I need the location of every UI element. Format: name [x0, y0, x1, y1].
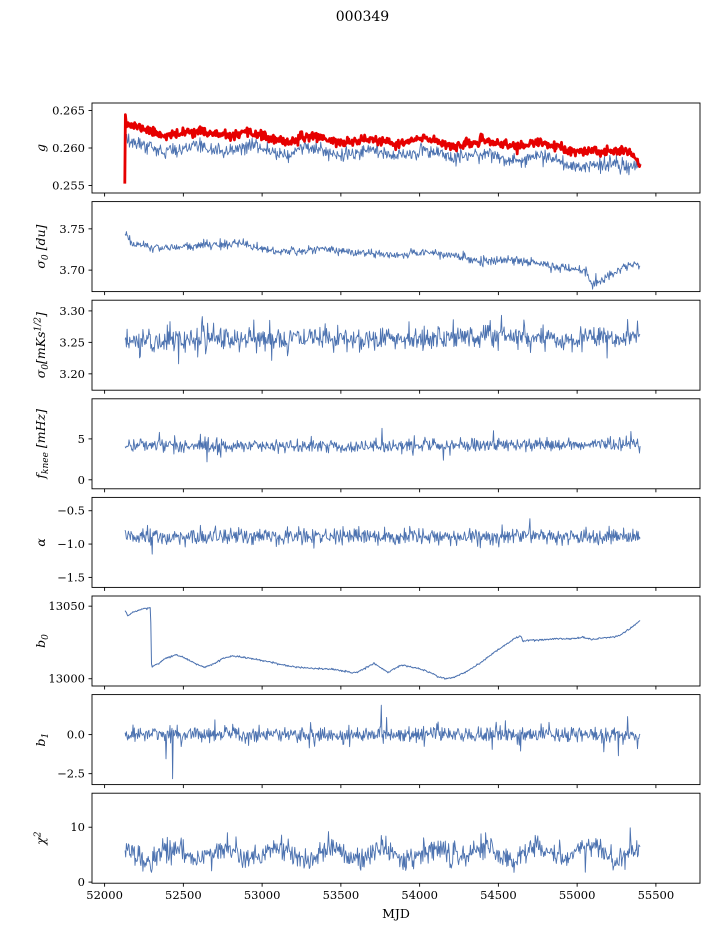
y-tick-label: −1.0	[57, 537, 85, 551]
series-b0	[124, 607, 641, 680]
x-tick-label: 55000	[559, 888, 596, 902]
y-tick-label: 3.30	[59, 304, 85, 318]
y-axis-label-b1: b1	[33, 733, 51, 747]
x-tick-label: 53000	[244, 888, 281, 902]
panel-fknee: 0 5 fknee [mHz]	[33, 398, 701, 493]
series-b1	[124, 704, 641, 780]
y-axis-label-sigma0-du: σ0 [du]	[33, 224, 51, 268]
x-tick-label: 55500	[638, 888, 675, 902]
series-g-fit-red	[123, 113, 642, 184]
y-tick-label: 0.265	[52, 104, 85, 118]
panel-frame	[91, 496, 701, 588]
y-tick-label: −1.5	[57, 570, 85, 584]
panel-b1: −2.5 0.0 b1	[33, 694, 701, 789]
y-tick-label: 10	[70, 820, 85, 834]
y-axis-label-chi2: χ2	[33, 831, 48, 846]
panel-sigma0-mks: 3.20 3.25 3.30 σ0[mKs1/2]	[33, 299, 701, 394]
y-tick-label: −2.5	[57, 767, 85, 781]
x-tick-label: 52500	[165, 888, 202, 902]
y-tick-label: −0.5	[57, 504, 85, 518]
panel-frame	[91, 694, 701, 786]
series-alpha	[124, 518, 641, 555]
panel-frame	[91, 398, 701, 490]
x-tick-label: 54500	[480, 888, 517, 902]
y-tick-label: 0	[78, 875, 85, 889]
series-fknee	[124, 427, 641, 463]
y-axis-label-b0: b0	[33, 634, 51, 648]
series-g-raw-blue	[124, 133, 641, 176]
y-tick-label: 3.20	[59, 367, 85, 381]
panel-alpha: −1.5 −1.0 −0.5 α	[33, 496, 701, 591]
panel-frame	[91, 595, 701, 687]
y-tick-label: 13000	[48, 672, 85, 686]
series-sigma0-mks	[124, 314, 641, 365]
y-tick-label: 3.75	[59, 222, 85, 236]
y-tick-label: 0.0	[67, 728, 85, 742]
panel-g: 0.255 0.260 0.265 g	[33, 102, 701, 197]
panel-b0: 13000 13050 b0	[33, 595, 701, 690]
y-tick-label: 3.25	[59, 335, 85, 349]
x-tick-label: 54000	[401, 888, 438, 902]
panel-frame	[91, 299, 701, 391]
panel-frame	[91, 792, 701, 884]
y-tick-label: 0.260	[52, 141, 85, 155]
panel-sigma0-du: 3.70 3.75 σ0 [du]	[33, 201, 701, 296]
y-tick-label: 0	[78, 473, 85, 487]
y-tick-label: 13050	[48, 599, 85, 613]
y-axis-label-fknee: fknee [mHz]	[33, 409, 51, 480]
y-axis-label-alpha: α	[33, 538, 48, 547]
x-tick-label: 52000	[86, 888, 123, 902]
y-axis-label-g: g	[33, 144, 48, 152]
y-tick-label: 5	[78, 432, 85, 446]
y-axis-label-sigma0-mks: σ0[mKs1/2]	[33, 312, 51, 378]
x-tick-label: 53500	[323, 888, 360, 902]
x-axis-label: MJD	[382, 906, 410, 921]
panel-chi2: 0 10 52000 52500 53000 53500 54000 54500 55000 55…	[33, 792, 701, 902]
series-sigma0-du	[124, 231, 641, 290]
series-chi2	[124, 827, 641, 873]
y-tick-label: 3.70	[59, 263, 85, 277]
panel-frame	[91, 201, 701, 293]
y-tick-label: 0.255	[52, 179, 85, 193]
figure-title: 000349	[335, 9, 390, 25]
